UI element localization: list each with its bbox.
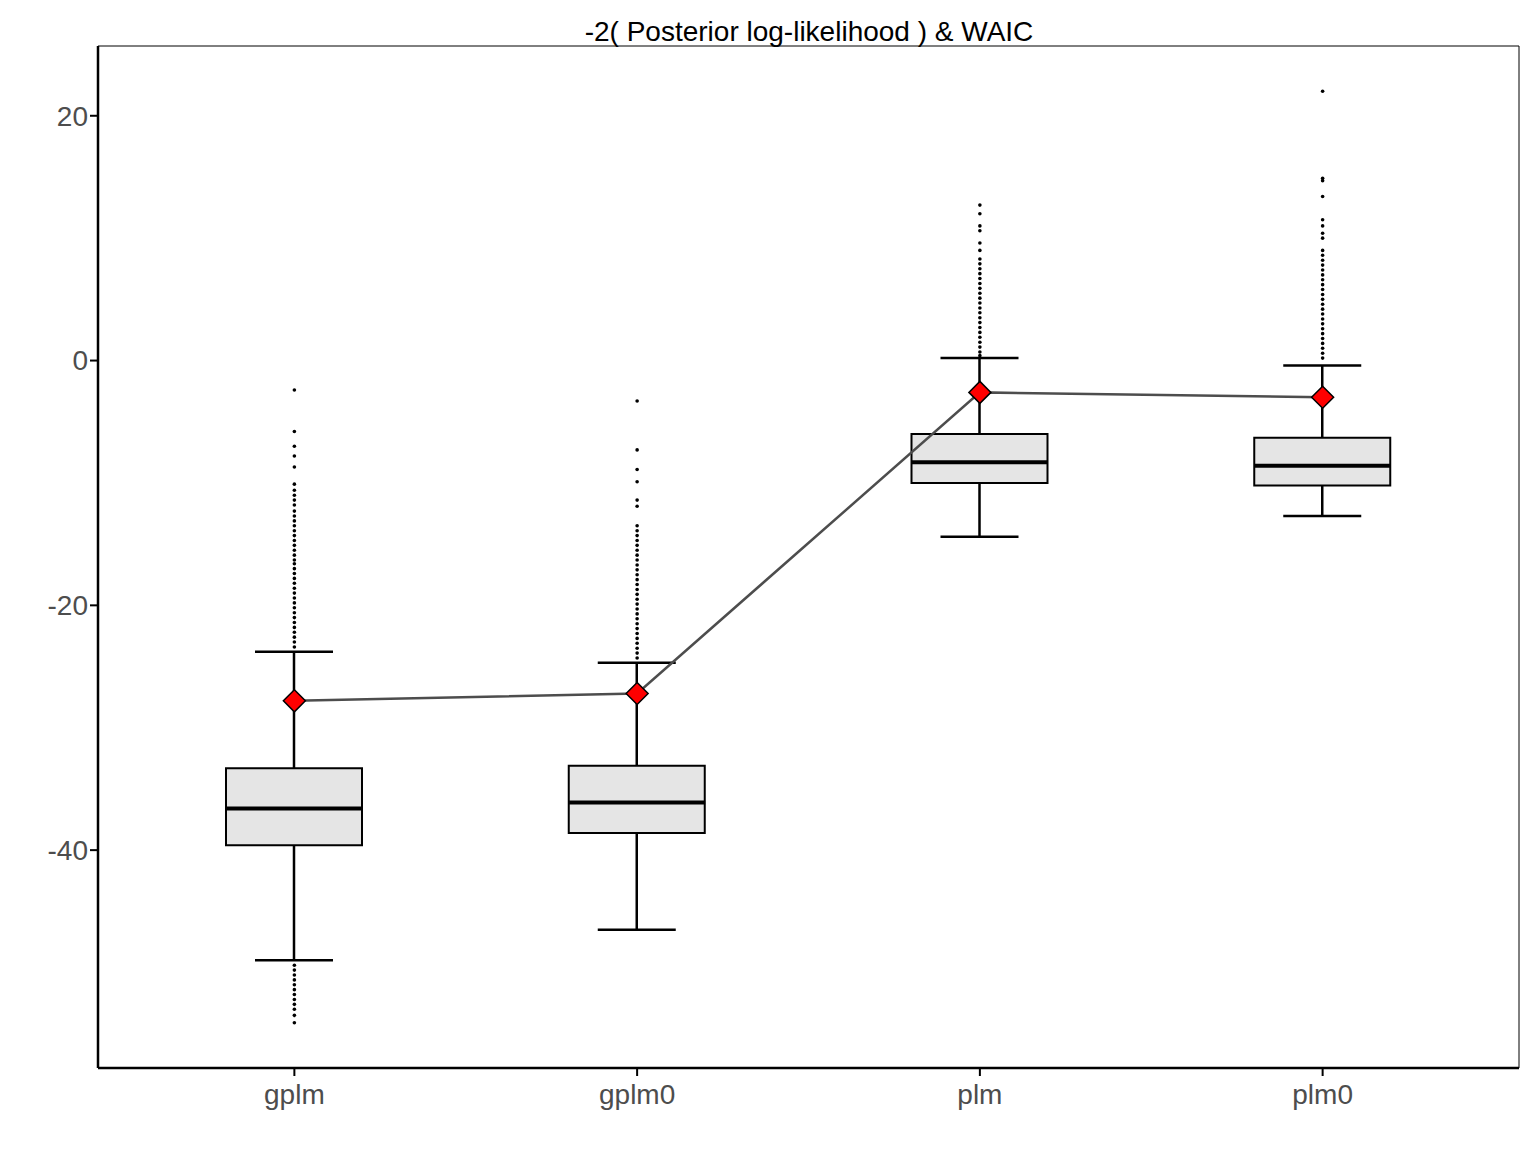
svg-text:20: 20 <box>57 101 88 132</box>
svg-text:gplm: gplm <box>264 1079 325 1110</box>
html-text:-2( Posterior log-likelihood ): -2( Posterior log-likelihood ) & WAIC <box>584 16 1034 47</box>
svg-text:0: 0 <box>72 345 88 376</box>
svg-text:plm: plm <box>957 1079 1002 1110</box>
svg-text:plm0: plm0 <box>1292 1079 1353 1110</box>
svg-text:-20: -20 <box>48 590 88 621</box>
svg-text:-40: -40 <box>48 835 88 866</box>
svg-text:gplm0: gplm0 <box>599 1079 675 1110</box>
